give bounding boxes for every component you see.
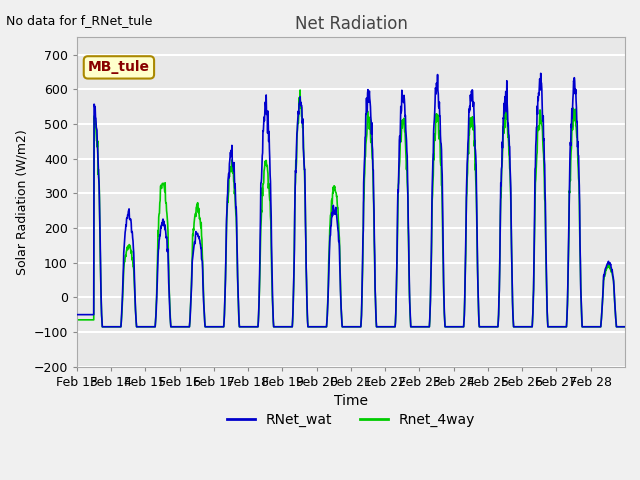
RNet_wat: [481, 324, 488, 330]
X-axis label: Time: Time: [334, 394, 368, 408]
Title: Net Radiation: Net Radiation: [294, 15, 408, 33]
Rnet_4way: [337, 306, 345, 312]
Y-axis label: Solar Radiation (W/m2): Solar Radiation (W/m2): [15, 129, 28, 275]
Rnet_4way: [99, 324, 106, 330]
Line: Rnet_4way: Rnet_4way: [77, 90, 625, 327]
Rnet_4way: [561, 324, 569, 330]
Rnet_4way: [327, 211, 335, 217]
Rnet_4way: [159, 181, 167, 187]
RNet_wat: [337, 297, 345, 303]
RNet_wat: [99, 324, 106, 330]
Text: MB_tule: MB_tule: [88, 60, 150, 74]
Rnet_4way: [621, 324, 629, 330]
Rnet_4way: [615, 324, 623, 330]
Rnet_4way: [481, 324, 488, 330]
RNet_wat: [326, 233, 334, 239]
Text: No data for f_RNet_tule: No data for f_RNet_tule: [6, 14, 153, 27]
RNet_wat: [615, 324, 623, 330]
RNet_wat: [561, 324, 569, 330]
RNet_wat: [159, 216, 167, 222]
RNet_wat: [621, 324, 629, 330]
Rnet_4way: [73, 317, 81, 323]
Rnet_4way: [296, 87, 304, 93]
Line: RNet_wat: RNet_wat: [77, 73, 625, 327]
RNet_wat: [537, 71, 545, 76]
RNet_wat: [73, 312, 81, 317]
Legend: RNet_wat, Rnet_4way: RNet_wat, Rnet_4way: [221, 407, 481, 432]
